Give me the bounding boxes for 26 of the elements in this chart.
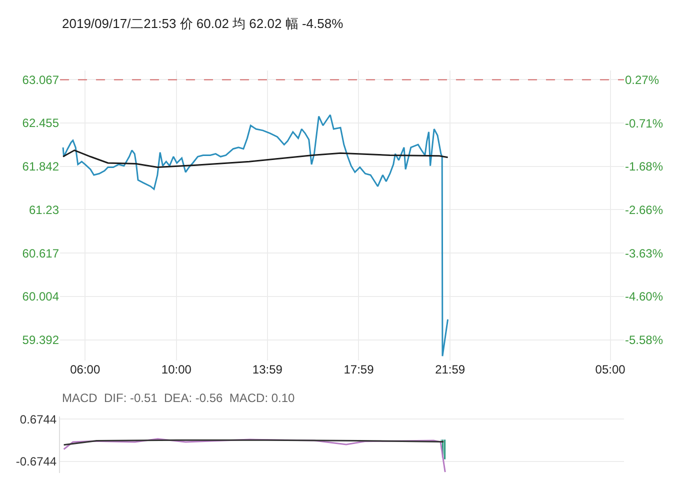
y-tick-label: 61.23 <box>28 202 60 217</box>
y2-tick-label: -5.58% <box>625 333 664 348</box>
chart-title: MACD DIF: -0.51 DEA: -0.56 MACD: 0.10 <box>62 391 296 405</box>
y-tick-label: 0.6744 <box>20 412 57 426</box>
chart-title: 2019/09/17/二21:53 价 60.02 均 62.02 幅 -4.58% <box>62 16 344 31</box>
x-tick-label: 13:59 <box>252 362 283 376</box>
x-tick-label: 05:00 <box>595 362 626 376</box>
y2-tick-label: -1.68% <box>625 160 664 174</box>
x-tick-label: 21:59 <box>435 362 466 376</box>
y-tick-label: 60.004 <box>22 290 60 304</box>
y2-tick-label: 0.27% <box>625 72 660 87</box>
y-tick-label: 62.455 <box>22 116 60 130</box>
y2-tick-label: -2.66% <box>625 203 664 218</box>
y-tick-label: -0.6744 <box>16 454 57 468</box>
y2-tick-label: -4.60% <box>625 290 664 304</box>
y2-tick-label: -0.71% <box>625 116 664 130</box>
x-tick-label: 17:59 <box>344 362 374 376</box>
y-tick-label: 61.842 <box>22 160 60 174</box>
x-tick-label: 10:00 <box>161 362 192 376</box>
y-tick-label: 59.392 <box>22 332 60 347</box>
line-series <box>62 114 449 357</box>
line-series <box>62 150 449 168</box>
x-tick-label: 06:00 <box>70 362 100 376</box>
y-tick-label: 60.617 <box>22 246 60 260</box>
y2-tick-label: -3.63% <box>625 246 664 260</box>
y-tick-label: 63.067 <box>22 72 60 87</box>
